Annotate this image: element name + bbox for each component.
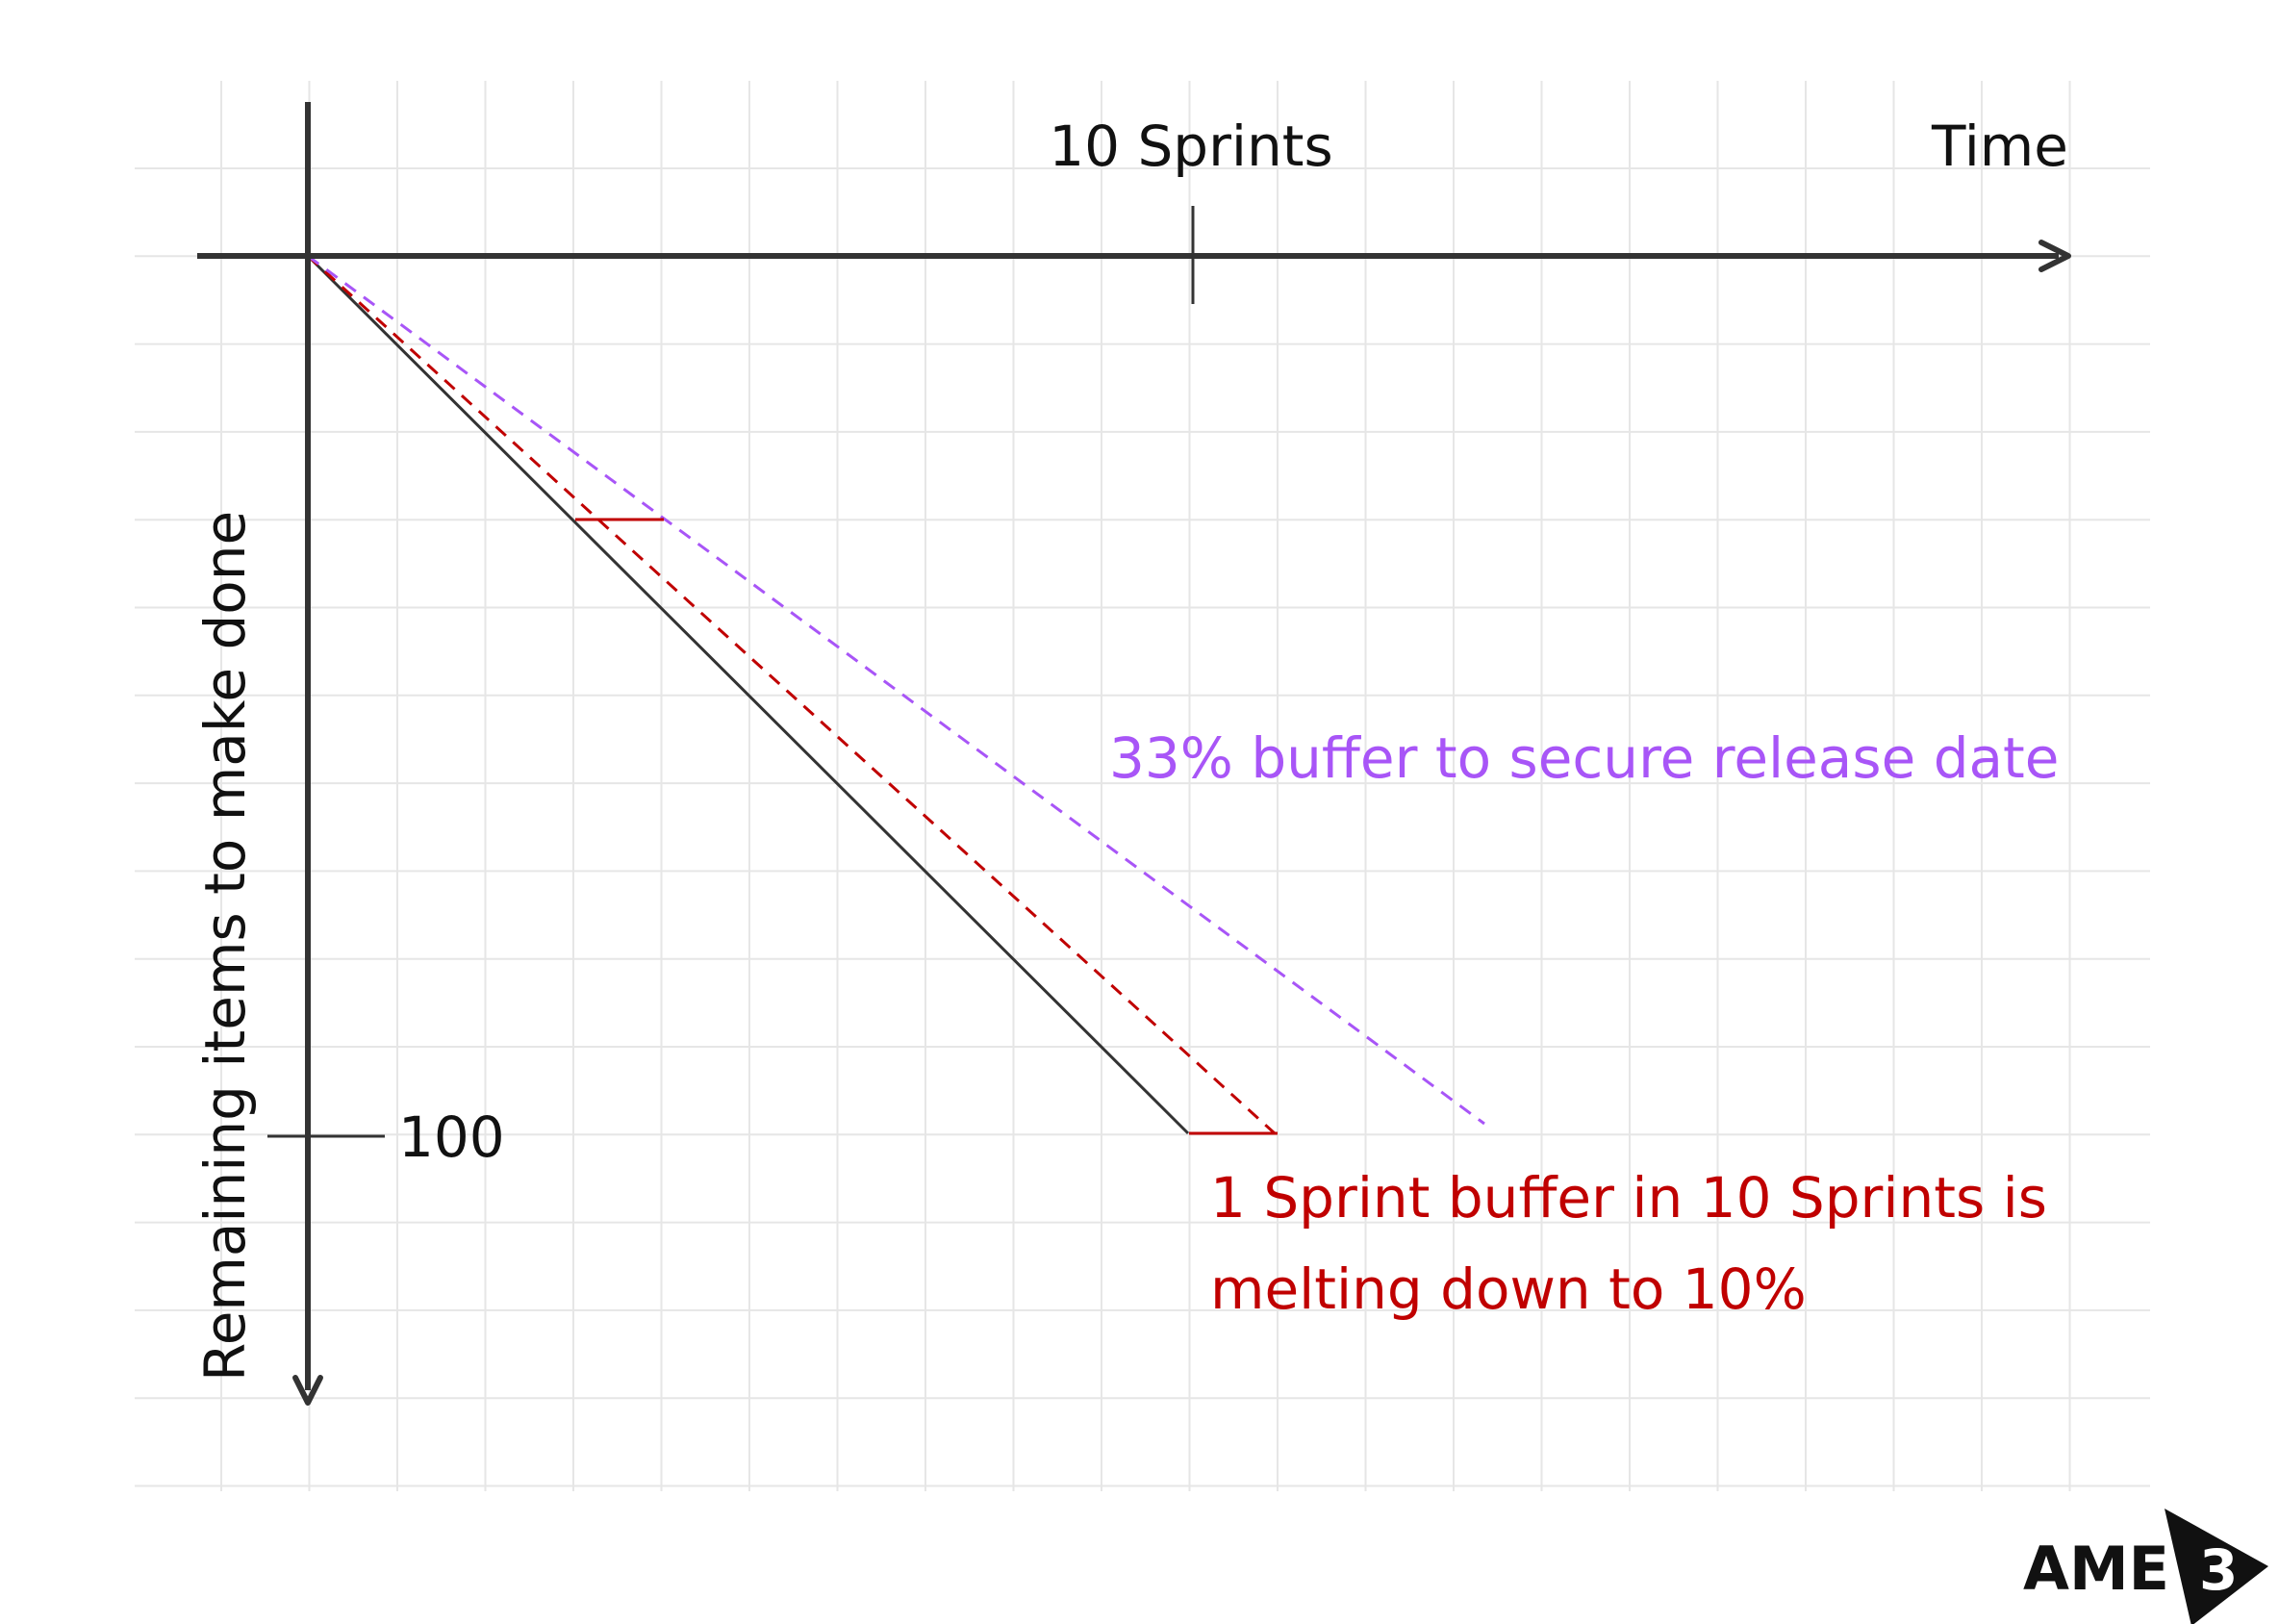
- background-grid: [135, 81, 2150, 1491]
- x-axis-tick-label: 10 Sprints: [1049, 114, 1333, 179]
- logo-badge-number: 3: [2199, 1537, 2238, 1603]
- logo-badge-shape: [2165, 1509, 2268, 1624]
- red-buffer-annotation-line1: 1 Sprint buffer in 10 Sprints is: [1210, 1165, 2047, 1231]
- y-axis-arrowhead: [292, 1375, 323, 1406]
- y-axis-label: Remaining items to make done: [192, 511, 258, 1382]
- red-buffer-annotation-line2: melting down to 10%: [1210, 1256, 1807, 1322]
- purple-buffer-annotation: 33% buffer to secure release date: [1109, 725, 2059, 791]
- thirty-three-percent-buffer-line: [307, 254, 1485, 1126]
- y-axis-tick-label: 100: [398, 1104, 505, 1170]
- logo-text: AME: [2023, 1534, 2169, 1604]
- x-axis-arrowhead: [2038, 240, 2071, 272]
- one-sprint-buffer-line: [306, 254, 1277, 1135]
- ame3-logo: AME 3: [2023, 1509, 2268, 1624]
- x-axis-label: Time: [1931, 114, 2068, 179]
- ideal-burndown-line: [306, 254, 1190, 1135]
